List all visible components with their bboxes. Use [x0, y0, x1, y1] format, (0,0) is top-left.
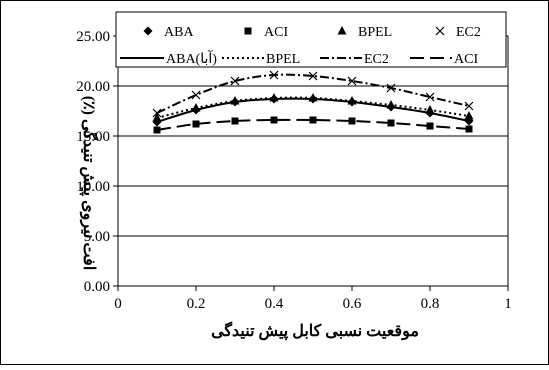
data-point-square [231, 117, 239, 125]
data-point-x [308, 71, 318, 81]
legend-markers-row: ABA ACI BPEL EC2 [143, 25, 481, 40]
marker-stroke [435, 26, 445, 36]
legend-label: EC2 [456, 25, 481, 40]
legend-label: ACI [454, 52, 478, 67]
x-tick-label: 0.4 [265, 296, 284, 312]
x-tick-label: 0 [114, 296, 122, 312]
data-point-x [425, 92, 435, 102]
data-point-square [465, 125, 473, 133]
y-tick-label: 10.00 [76, 179, 110, 195]
x-tick-label: 1 [504, 296, 512, 312]
marker-stroke [464, 101, 474, 111]
y-tick-label: 20.00 [76, 79, 110, 95]
data-point-square [153, 126, 161, 134]
data-point-square [426, 122, 434, 130]
marker-stroke [191, 90, 201, 100]
data-point-x [464, 101, 474, 111]
legend-label: BPEL [358, 25, 392, 40]
data-point-triangle [464, 111, 474, 120]
x-axis-title: موقعیت نسبی کابل پیش تنیدگی [211, 321, 419, 341]
y-tick-label: 5.00 [84, 229, 110, 245]
series-line [156, 73, 470, 114]
legend-label: EC2 [364, 52, 389, 67]
data-point-triangle [308, 93, 318, 102]
legend: ABA ACI BPEL EC2 ABA(آبا) BPEL EC2 ACI [115, 11, 507, 68]
series-markers [152, 70, 474, 134]
marker-stroke [269, 70, 279, 80]
data-point-triangle [386, 100, 396, 109]
y-axis-title: افت نیروی پیش تنیدگی (٪) [79, 96, 99, 271]
x-tick-label: 0.8 [421, 296, 440, 312]
data-point-triangle [425, 105, 435, 114]
y-tick-label: 0.00 [84, 279, 110, 295]
legend-marker-diamond [143, 26, 153, 36]
data-point-x [230, 76, 240, 86]
legend-label: ABA [164, 25, 194, 40]
series-line [156, 118, 470, 131]
legend-marker-triangle [337, 26, 347, 35]
data-point-x [191, 90, 201, 100]
legend-lines-row: ABA(آبا) BPEL EC2 ACI [120, 49, 478, 67]
plot-area [117, 35, 509, 287]
y-tick-label: 15.00 [76, 129, 110, 145]
data-point-square [348, 117, 356, 125]
legend-marker-x [435, 26, 445, 36]
data-point-triangle [191, 103, 201, 112]
data-point-x [152, 108, 162, 118]
x-tick-label: 0.6 [343, 296, 362, 312]
series-line [156, 96, 470, 119]
marker-stroke [230, 76, 240, 86]
legend-label: ACI [264, 25, 288, 40]
data-point-square [309, 116, 317, 124]
data-point-x [386, 83, 396, 93]
marker-stroke [425, 92, 435, 102]
data-point-x [347, 76, 357, 86]
axis-ticks: 0.00 5.00 10.00 15.00 20.00 25.00 0 0.2 0.4 0.6 0.… [76, 29, 512, 312]
data-point-triangle [269, 93, 279, 102]
data-point-x [269, 70, 279, 80]
y-tick-label: 25.00 [76, 29, 110, 45]
legend-marker-square [244, 27, 252, 35]
data-point-square [192, 120, 200, 128]
marker-stroke [308, 71, 318, 81]
gridlines [118, 85, 508, 237]
legend-label: BPEL [266, 52, 300, 67]
data-point-triangle [230, 96, 240, 105]
marker-stroke [347, 76, 357, 86]
marker-stroke [386, 83, 396, 93]
marker-stroke [152, 108, 162, 118]
data-point-square [387, 119, 395, 127]
data-point-square [270, 116, 278, 124]
x-tick-label: 0.2 [187, 296, 206, 312]
data-point-triangle [347, 96, 357, 105]
legend-label: ABA(آبا) [166, 49, 217, 67]
data-point-triangle [152, 113, 162, 122]
